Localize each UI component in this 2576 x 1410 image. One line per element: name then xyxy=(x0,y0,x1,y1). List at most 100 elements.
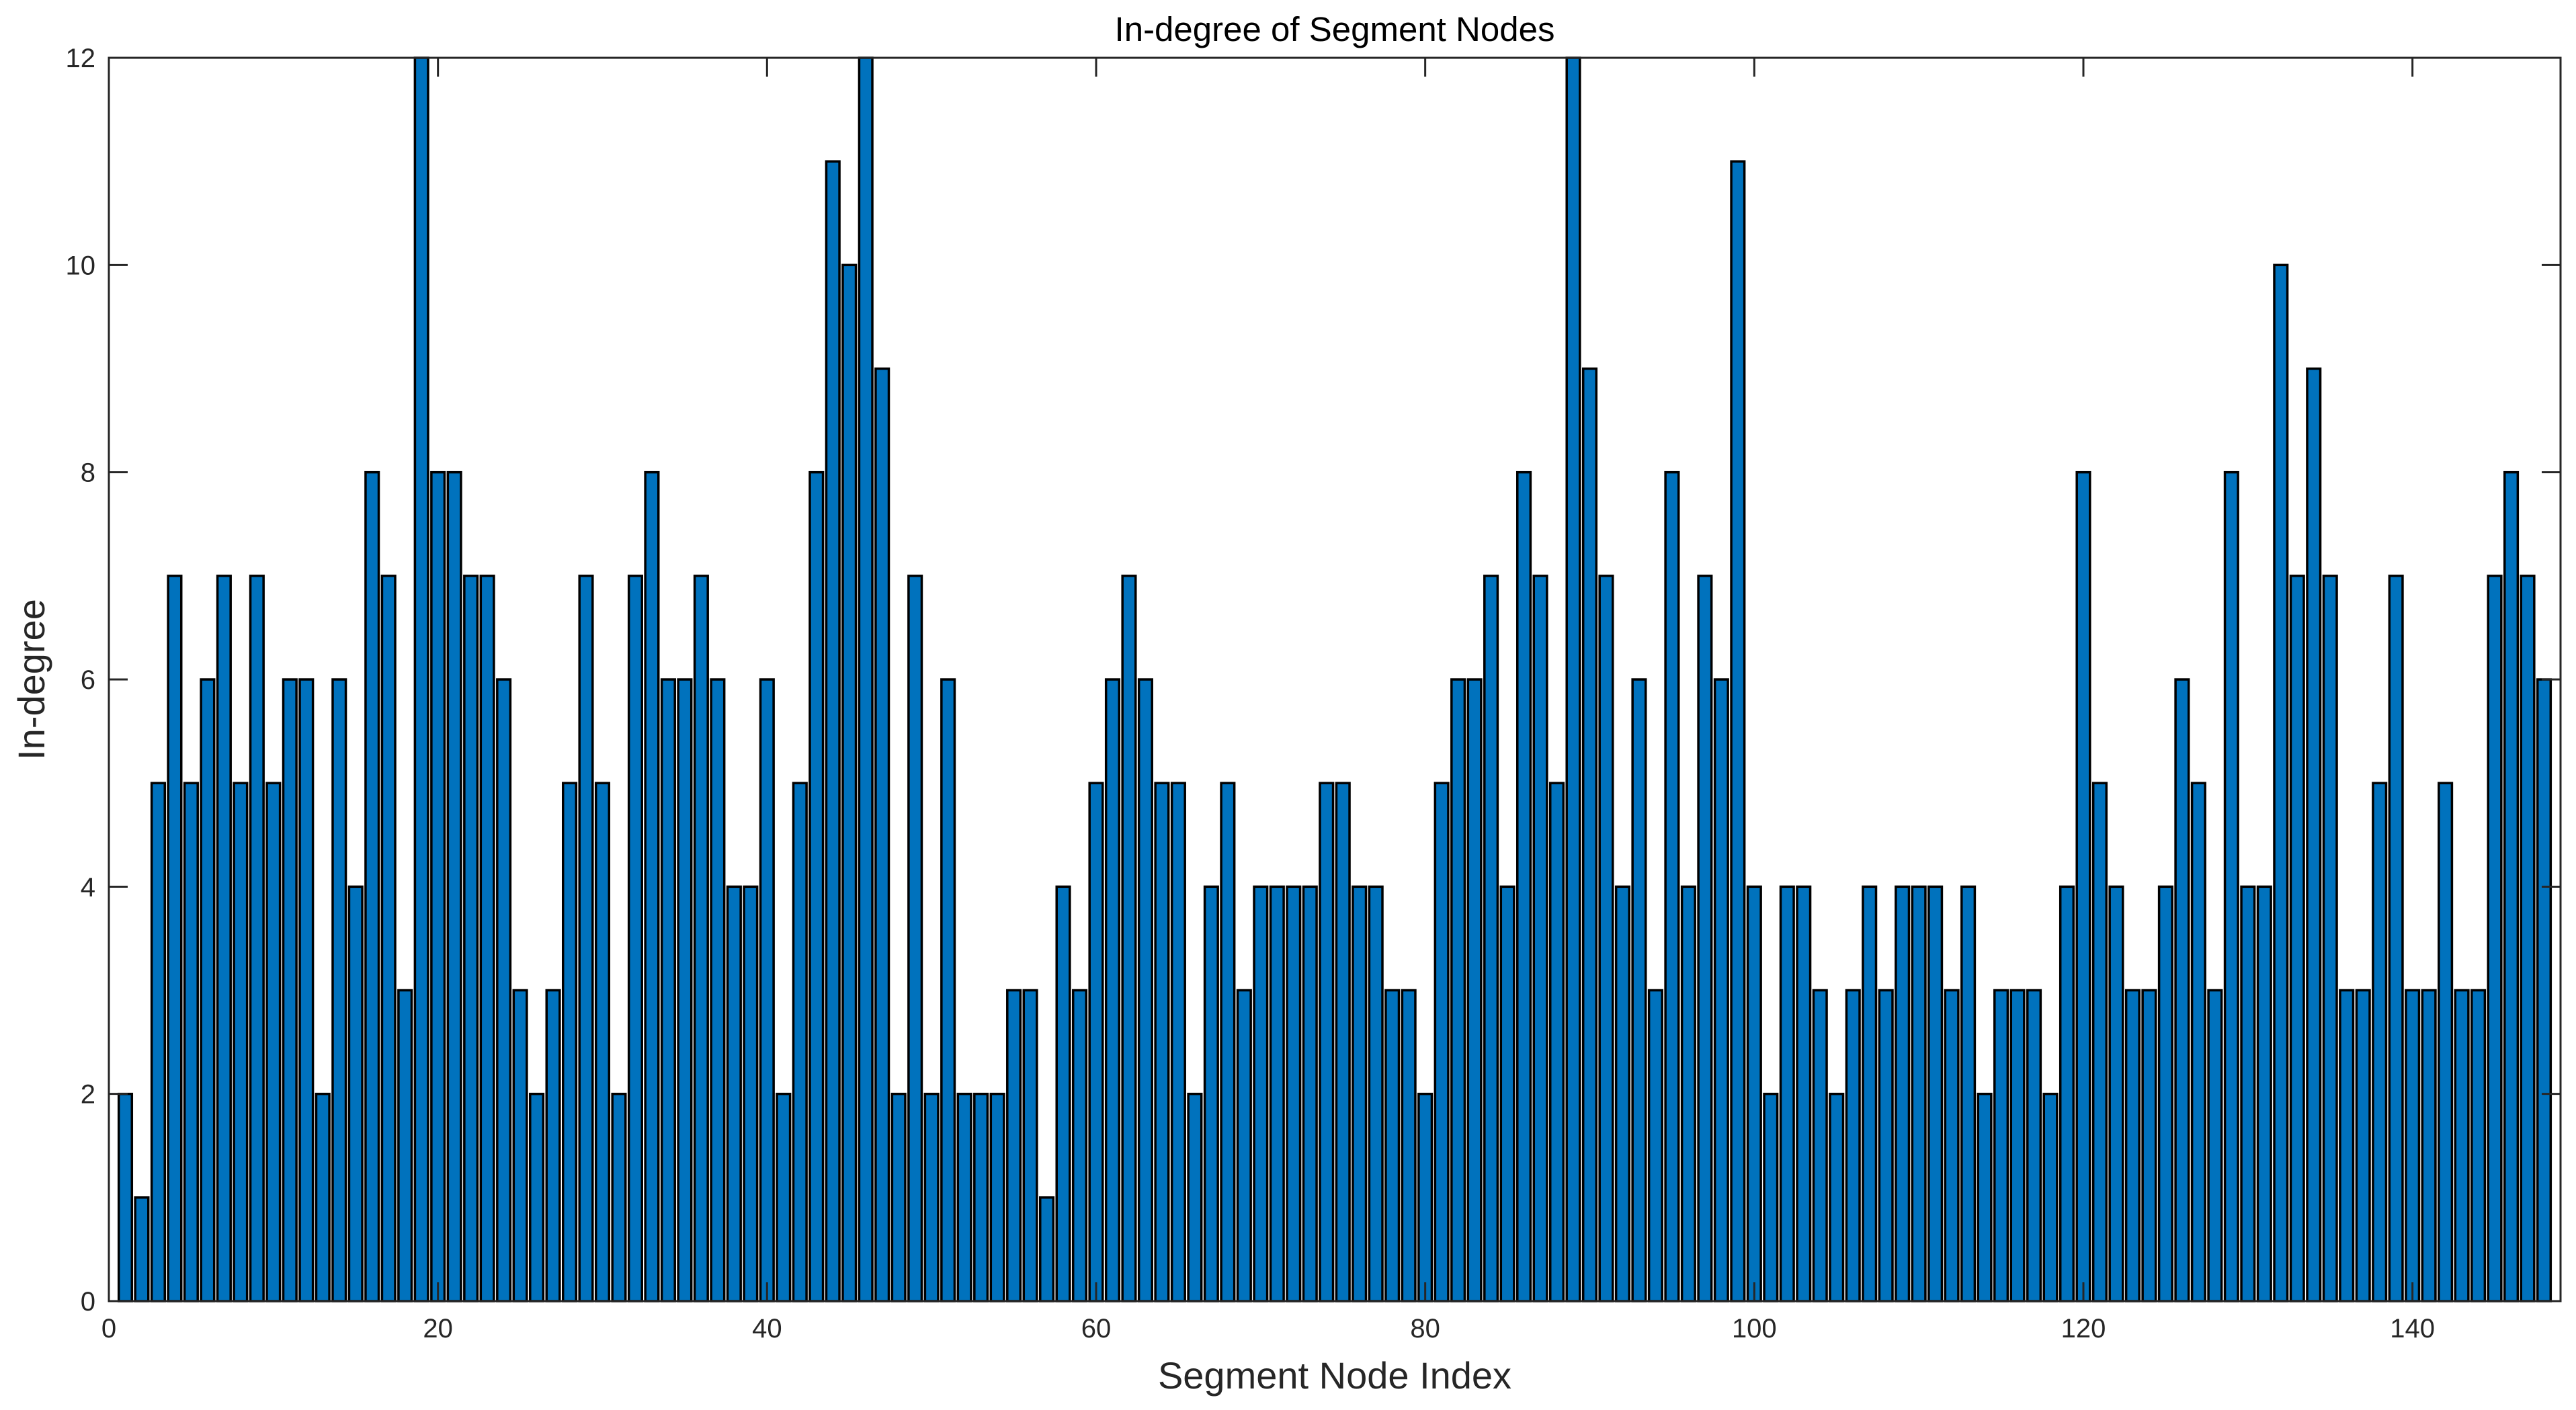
bar-node-147 xyxy=(2520,575,2536,1302)
bar-node-19 xyxy=(413,56,429,1302)
bar-node-68 xyxy=(1220,782,1236,1302)
bar-node-39 xyxy=(743,885,759,1302)
bar-node-84 xyxy=(1483,575,1499,1302)
bar-node-133 xyxy=(2289,575,2305,1302)
bar-node-58 xyxy=(1055,885,1071,1302)
x-tick-label-60: 60 xyxy=(1081,1314,1112,1343)
bar-node-116 xyxy=(2009,989,2026,1302)
bar-node-72 xyxy=(1286,885,1302,1302)
x-tick-label-40: 40 xyxy=(752,1314,782,1343)
bar-node-131 xyxy=(2256,885,2272,1302)
bar-node-112 xyxy=(1944,989,1960,1302)
bar-node-69 xyxy=(1236,989,1252,1302)
bar-node-26 xyxy=(529,1092,545,1302)
bar-node-94 xyxy=(1647,989,1663,1302)
bar-node-66 xyxy=(1187,1092,1203,1302)
y-axis-label: In-degree xyxy=(10,599,52,760)
bar-node-117 xyxy=(2026,989,2042,1302)
bar-node-55 xyxy=(1006,989,1022,1302)
bar-node-75 xyxy=(1335,782,1351,1302)
bar-node-130 xyxy=(2240,885,2256,1302)
bar-node-41 xyxy=(776,1092,792,1302)
bar-node-97 xyxy=(1697,575,1713,1302)
bar-node-77 xyxy=(1368,885,1384,1302)
bar-node-142 xyxy=(2438,782,2454,1302)
x-tick-label-140: 140 xyxy=(2390,1314,2435,1343)
bar-node-20 xyxy=(430,470,446,1302)
bar-node-105 xyxy=(1829,1092,1845,1302)
bar-node-110 xyxy=(1911,885,1927,1302)
bar-node-63 xyxy=(1137,678,1153,1302)
bar-node-57 xyxy=(1039,1196,1055,1302)
y-tick-label-2: 2 xyxy=(81,1080,95,1110)
bar-node-2 xyxy=(134,1196,150,1302)
bar-node-53 xyxy=(973,1092,989,1302)
bar-node-101 xyxy=(1763,1092,1779,1302)
bar-node-113 xyxy=(1960,885,1977,1302)
bar-node-79 xyxy=(1401,989,1417,1302)
bar-node-15 xyxy=(347,885,364,1302)
y-tick-label-6: 6 xyxy=(81,665,95,695)
bar-node-98 xyxy=(1713,678,1729,1302)
bar-node-81 xyxy=(1434,782,1450,1302)
bar-node-122 xyxy=(2108,885,2124,1302)
bar-node-73 xyxy=(1302,885,1318,1302)
x-tick-label-0: 0 xyxy=(101,1314,116,1343)
bar-node-70 xyxy=(1253,885,1269,1302)
bar-node-17 xyxy=(380,575,397,1302)
bar-node-47 xyxy=(874,367,890,1302)
bar-node-111 xyxy=(1927,885,1944,1302)
bar-node-16 xyxy=(364,470,380,1302)
bar-node-49 xyxy=(907,575,923,1302)
bar-node-144 xyxy=(2470,989,2487,1302)
bar-node-13 xyxy=(315,1092,331,1302)
bar-node-145 xyxy=(2487,575,2503,1302)
bar-node-86 xyxy=(1516,470,1532,1302)
bar-node-87 xyxy=(1532,575,1548,1302)
bar-node-7 xyxy=(216,575,232,1302)
bar-node-141 xyxy=(2421,989,2437,1302)
bar-node-22 xyxy=(463,575,479,1302)
bar-node-61 xyxy=(1104,678,1121,1302)
bar-node-76 xyxy=(1352,885,1368,1302)
bar-node-45 xyxy=(841,263,858,1302)
bar-node-8 xyxy=(233,782,249,1302)
bar-node-107 xyxy=(1862,885,1878,1302)
bar-node-120 xyxy=(2075,470,2091,1302)
bar-node-89 xyxy=(1565,56,1581,1302)
y-tick-label-10: 10 xyxy=(66,251,96,280)
bar-node-99 xyxy=(1730,160,1746,1302)
bar-node-104 xyxy=(1812,989,1828,1302)
bar-node-137 xyxy=(2355,989,2371,1302)
y-tick-label-8: 8 xyxy=(81,458,95,488)
bar-node-90 xyxy=(1581,367,1598,1302)
bar-node-93 xyxy=(1631,678,1647,1302)
bar-node-124 xyxy=(2141,989,2157,1302)
bar-node-91 xyxy=(1598,575,1614,1302)
bar-node-82 xyxy=(1450,678,1466,1302)
bar-node-25 xyxy=(512,989,528,1302)
y-tick-label-0: 0 xyxy=(81,1287,95,1317)
bar-node-56 xyxy=(1022,989,1038,1302)
bar-node-143 xyxy=(2454,989,2470,1302)
bar-node-40 xyxy=(759,678,775,1302)
bar-node-36 xyxy=(693,575,709,1302)
bar-node-127 xyxy=(2190,782,2206,1302)
bar-node-118 xyxy=(2042,1092,2059,1302)
bar-node-11 xyxy=(282,678,298,1302)
bar-node-85 xyxy=(1499,885,1515,1302)
bar-node-95 xyxy=(1664,470,1680,1302)
bar-node-4 xyxy=(167,575,183,1302)
y-tick-label-12: 12 xyxy=(66,44,96,73)
bar-node-108 xyxy=(1878,989,1894,1302)
bar-node-100 xyxy=(1746,885,1762,1302)
bar-node-102 xyxy=(1779,885,1795,1302)
bar-node-67 xyxy=(1203,885,1219,1302)
bar-node-121 xyxy=(2091,782,2108,1302)
bar-node-23 xyxy=(479,575,495,1302)
bar-node-50 xyxy=(923,1092,940,1302)
bar-node-43 xyxy=(808,470,825,1302)
bar-node-42 xyxy=(792,782,808,1302)
x-tick-label-100: 100 xyxy=(1732,1314,1777,1343)
bar-node-134 xyxy=(2306,367,2322,1302)
